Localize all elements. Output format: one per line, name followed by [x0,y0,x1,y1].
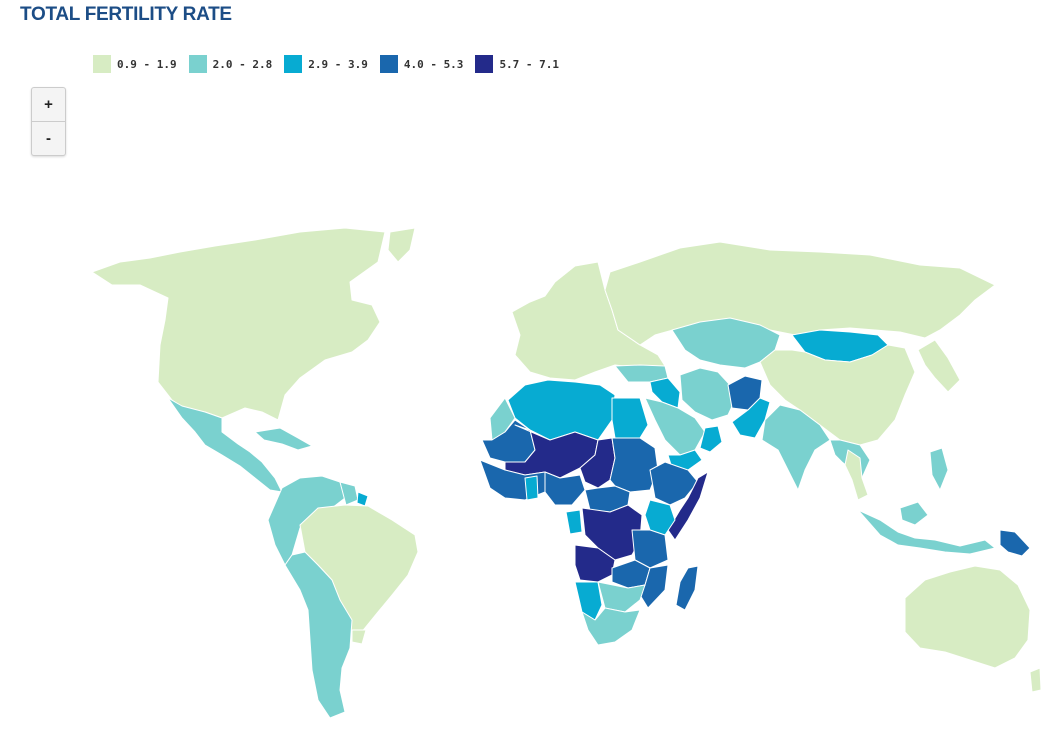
legend: 0.9 - 1.9 2.0 - 2.8 2.9 - 3.9 4.0 - 5.3 … [93,55,571,73]
region-korea-japan[interactable] [917,339,961,393]
region-sudan[interactable] [609,437,659,493]
region-botswana-zimbabwe[interactable] [597,581,646,613]
legend-item: 2.9 - 3.9 [284,55,368,73]
region-guyana-suriname[interactable] [339,481,359,506]
legend-swatch [284,55,303,73]
legend-swatch [379,55,398,73]
region-south-africa[interactable] [581,607,641,646]
region-australia[interactable] [904,565,1031,669]
region-philippines[interactable] [929,447,949,491]
region-new-zealand[interactable] [1029,667,1041,693]
legend-item: 4.0 - 5.3 [379,55,464,73]
legend-swatch [93,55,111,73]
region-greenland[interactable] [387,227,416,263]
region-egypt[interactable] [611,397,649,439]
legend-swatch [188,55,207,73]
legend-label: 2.9 - 3.9 [308,57,368,71]
region-french-guiana[interactable] [356,491,369,507]
legend-label: 0.9 - 1.9 [117,57,177,71]
region-indonesia-malaysia[interactable] [857,501,996,555]
legend-item: 0.9 - 1.9 [93,55,177,73]
region-pakistan[interactable] [731,397,771,439]
legend-label: 4.0 - 5.3 [403,57,464,71]
region-gabon[interactable] [565,509,583,535]
region-madagascar[interactable] [675,565,699,611]
zoom-out-button[interactable]: - [32,121,65,155]
legend-item: 5.7 - 7.1 [475,55,559,73]
zoom-control: + - [31,87,66,156]
region-somalia[interactable] [667,471,709,541]
region-india[interactable] [761,404,831,491]
region-angola[interactable] [574,544,616,583]
region-papua-new-guinea[interactable] [999,529,1031,557]
map-title: TOTAL FERTILITY RATE [20,4,232,25]
region-oman[interactable] [699,425,723,453]
region-iran[interactable] [679,367,736,421]
legend-swatch [475,55,494,73]
legend-label: 5.7 - 7.1 [499,57,560,71]
region-saudi-arabia[interactable] [644,397,706,456]
region-ghana[interactable] [524,475,539,501]
legend-label: 2.0 - 2.8 [212,57,273,71]
region-namibia[interactable] [574,581,603,621]
zoom-in-button[interactable]: + [44,96,53,113]
region-thailand[interactable] [844,449,869,501]
region-europe[interactable] [511,261,666,381]
region-uruguay[interactable] [351,629,367,645]
region-mexico-central-america[interactable] [167,397,283,493]
region-morocco[interactable] [489,397,516,441]
region-caribbean[interactable] [254,427,313,451]
region-nigeria[interactable] [544,471,586,506]
region-north-america[interactable] [91,227,386,421]
region-andes-southern-cone[interactable] [284,551,353,719]
legend-item: 2.0 - 2.8 [188,55,273,73]
region-russia-north-asia[interactable] [604,241,996,346]
